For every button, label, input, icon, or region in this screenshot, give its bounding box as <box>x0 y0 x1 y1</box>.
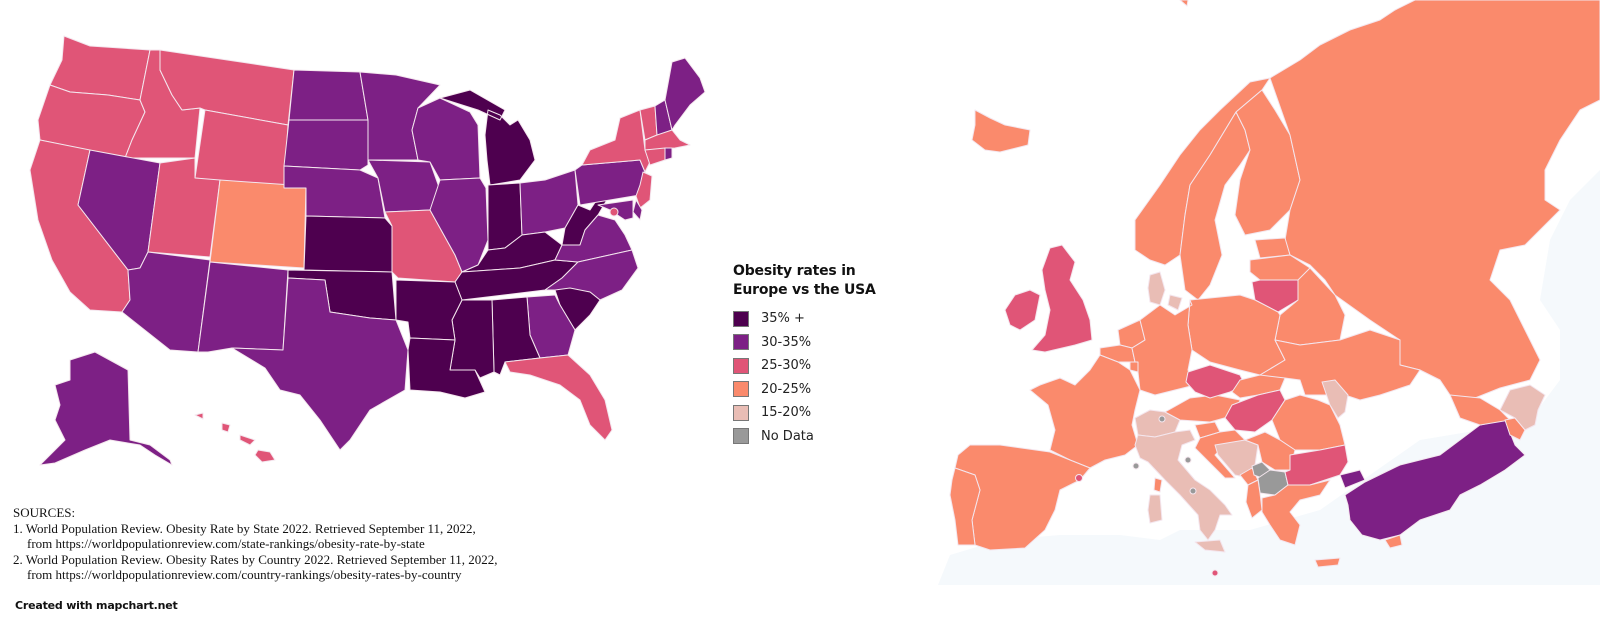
country-monaco[interactable] <box>1132 462 1140 470</box>
country-germany[interactable] <box>1131 299 1196 396</box>
legend-item-no-data: No Data <box>733 425 913 449</box>
state-maine[interactable] <box>664 57 706 131</box>
legend-label: 15-20% <box>761 405 812 421</box>
country-andorra[interactable] <box>1075 474 1083 482</box>
legend-label: No Data <box>761 428 814 444</box>
state-colorado[interactable] <box>209 179 307 269</box>
country-turkey[interactable] <box>1339 419 1526 541</box>
country-france[interactable] <box>1029 354 1141 469</box>
country-azerbaijan[interactable] <box>1499 384 1546 431</box>
legend-item-35-plus: 35% + <box>733 307 913 331</box>
country-armenia[interactable] <box>1504 417 1526 441</box>
legend-swatch <box>733 310 749 327</box>
legend-item-30-35: 30-35% <box>733 331 913 355</box>
usa-map <box>29 35 706 466</box>
legend-item-15-20: 15-20% <box>733 401 913 425</box>
state-kansas[interactable] <box>303 215 393 273</box>
country-estonia[interactable] <box>1254 237 1291 259</box>
state-pennsylvania[interactable] <box>574 159 646 206</box>
country-iceland[interactable] <box>971 109 1031 153</box>
country-vatican[interactable] <box>1189 487 1197 495</box>
legend-title-line1: Obesity rates in <box>733 263 856 279</box>
legend-label: 20-25% <box>761 381 812 397</box>
country-greece[interactable] <box>1261 479 1341 568</box>
country-russia[interactable] <box>1269 0 1600 401</box>
source-2-url: from https://worldpopulationreview.com/c… <box>27 567 462 582</box>
state-florida[interactable] <box>504 354 613 441</box>
country-moldova[interactable] <box>1321 379 1349 419</box>
state-delaware[interactable] <box>632 199 643 221</box>
state-texas[interactable] <box>231 277 409 451</box>
country-czechia[interactable] <box>1185 364 1246 399</box>
mapchart-credit: Created with mapchart.net <box>15 599 178 612</box>
country-denmark[interactable] <box>1147 271 1183 311</box>
legend-label: 35% + <box>761 311 805 327</box>
source-1-url: from https://worldpopulationreview.com/s… <box>27 536 425 551</box>
map-legend: Obesity rates in Europe vs the USA 35% +… <box>733 262 913 448</box>
europe-map <box>949 0 1600 577</box>
legend-item-20-25: 20-25% <box>733 378 913 402</box>
legend-label: 25-30% <box>761 358 812 374</box>
state-michigan[interactable] <box>439 89 536 186</box>
legend-swatch <box>733 404 749 421</box>
source-1-citation: 1. World Population Review. Obesity Rate… <box>13 520 476 536</box>
country-luxembourg[interactable] <box>1129 361 1139 373</box>
country-italy[interactable] <box>1134 429 1233 553</box>
state-alaska[interactable] <box>39 351 173 466</box>
legend-swatch <box>733 381 749 398</box>
state-north-dakota[interactable] <box>288 69 369 121</box>
sources-block: SOURCES: 1. World Population Review. Obe… <box>13 505 497 583</box>
state-rhode-island[interactable] <box>664 147 673 161</box>
country-portugal[interactable] <box>949 467 981 546</box>
sources-heading: SOURCES: <box>13 505 76 520</box>
country-san-marino[interactable] <box>1184 456 1192 464</box>
country-ireland[interactable] <box>1004 289 1041 331</box>
state-louisiana[interactable] <box>407 337 486 399</box>
state-dc[interactable] <box>609 207 619 217</box>
legend-title-line2: Europe vs the USA <box>733 282 876 298</box>
country-bulgaria[interactable] <box>1284 444 1349 486</box>
state-new-mexico[interactable] <box>197 261 289 353</box>
legend-label: 30-35% <box>761 334 812 350</box>
country-malta[interactable] <box>1211 569 1219 577</box>
state-arkansas[interactable] <box>395 279 463 341</box>
state-south-dakota[interactable] <box>283 119 369 171</box>
state-hawaii[interactable] <box>194 412 276 463</box>
country-france-corsica[interactable] <box>1153 477 1163 493</box>
country-united-kingdom[interactable] <box>1031 244 1093 353</box>
state-new-york[interactable] <box>581 109 651 173</box>
country-italy-sardinia[interactable] <box>1147 494 1163 524</box>
source-2-citation: 2. World Population Review. Obesity Rate… <box>13 551 498 567</box>
legend-swatch <box>733 428 749 445</box>
country-svalbard[interactable] <box>1179 0 1189 7</box>
legend-swatch <box>733 357 749 374</box>
legend-swatch <box>733 334 749 351</box>
country-liechtenstein[interactable] <box>1158 415 1166 423</box>
country-cyprus[interactable] <box>1384 534 1403 549</box>
legend-title: Obesity rates in Europe vs the USA <box>733 262 913 300</box>
legend-item-25-30: 25-30% <box>733 354 913 378</box>
